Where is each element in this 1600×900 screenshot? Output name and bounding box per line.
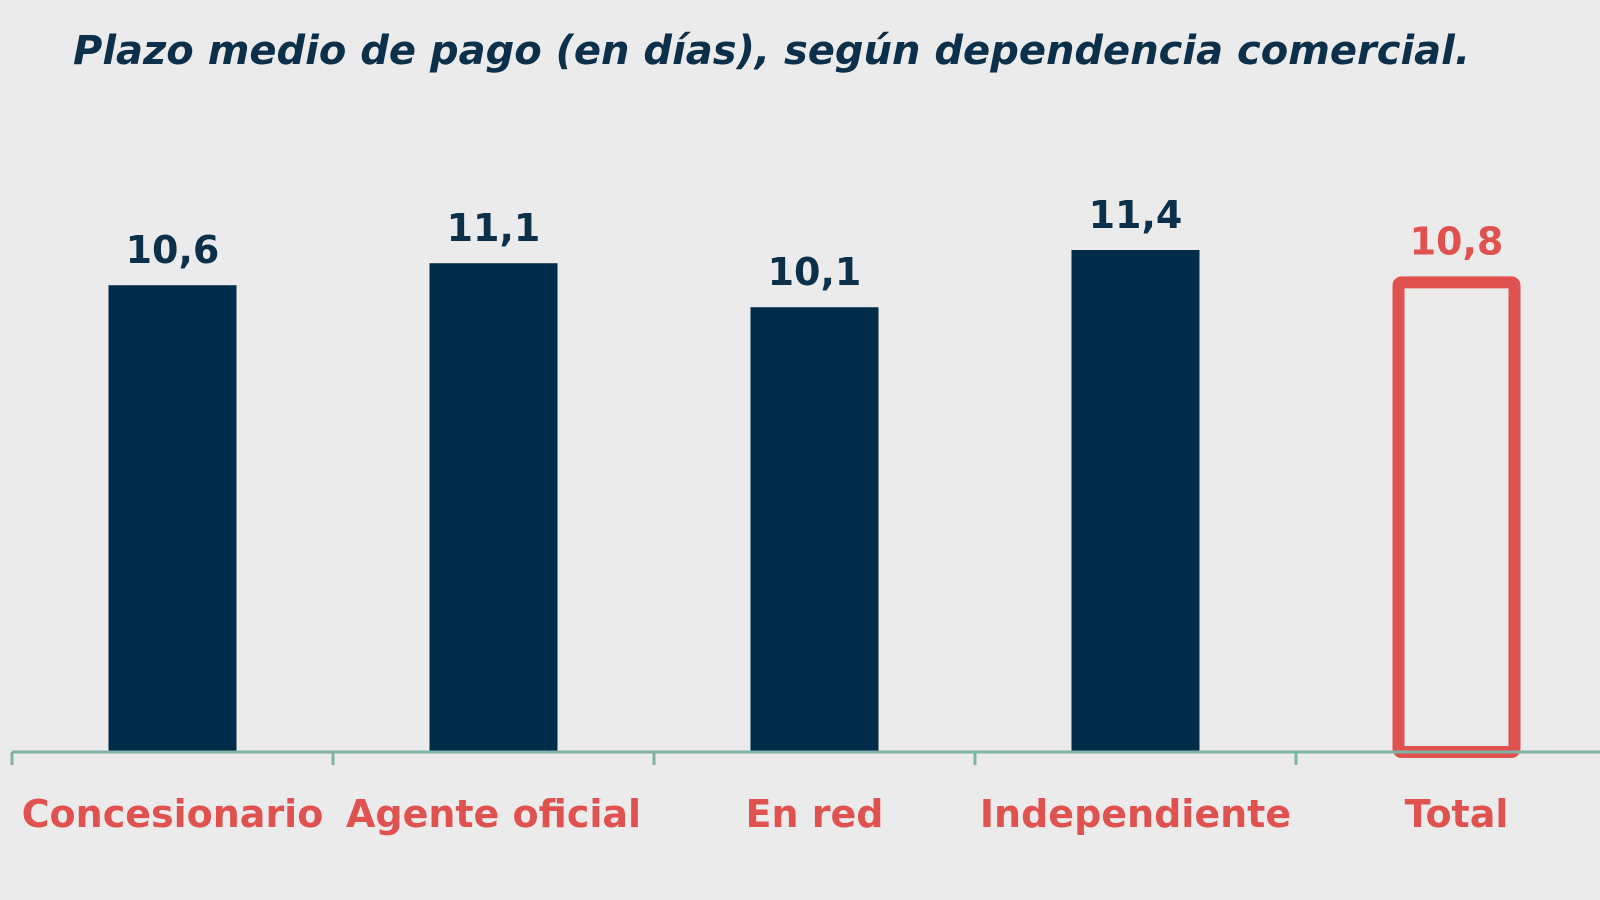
category-label: Agente oficial (346, 792, 641, 836)
value-label: 11,1 (447, 206, 541, 250)
value-label: 10,1 (768, 250, 862, 294)
bar (108, 285, 237, 752)
bar (750, 307, 879, 752)
category-label: Independiente (980, 792, 1291, 836)
bar (1071, 250, 1200, 752)
bar (429, 263, 558, 752)
category-label: Concesionario (22, 792, 324, 836)
value-label: 11,4 (1089, 193, 1183, 237)
value-label: 10,8 (1410, 219, 1504, 263)
category-label: Total (1405, 792, 1509, 836)
value-label: 10,6 (126, 228, 220, 272)
chart-title: Plazo medio de pago (en días), según dep… (73, 28, 1471, 74)
category-label: En red (746, 792, 884, 836)
bar-total (1392, 276, 1521, 758)
